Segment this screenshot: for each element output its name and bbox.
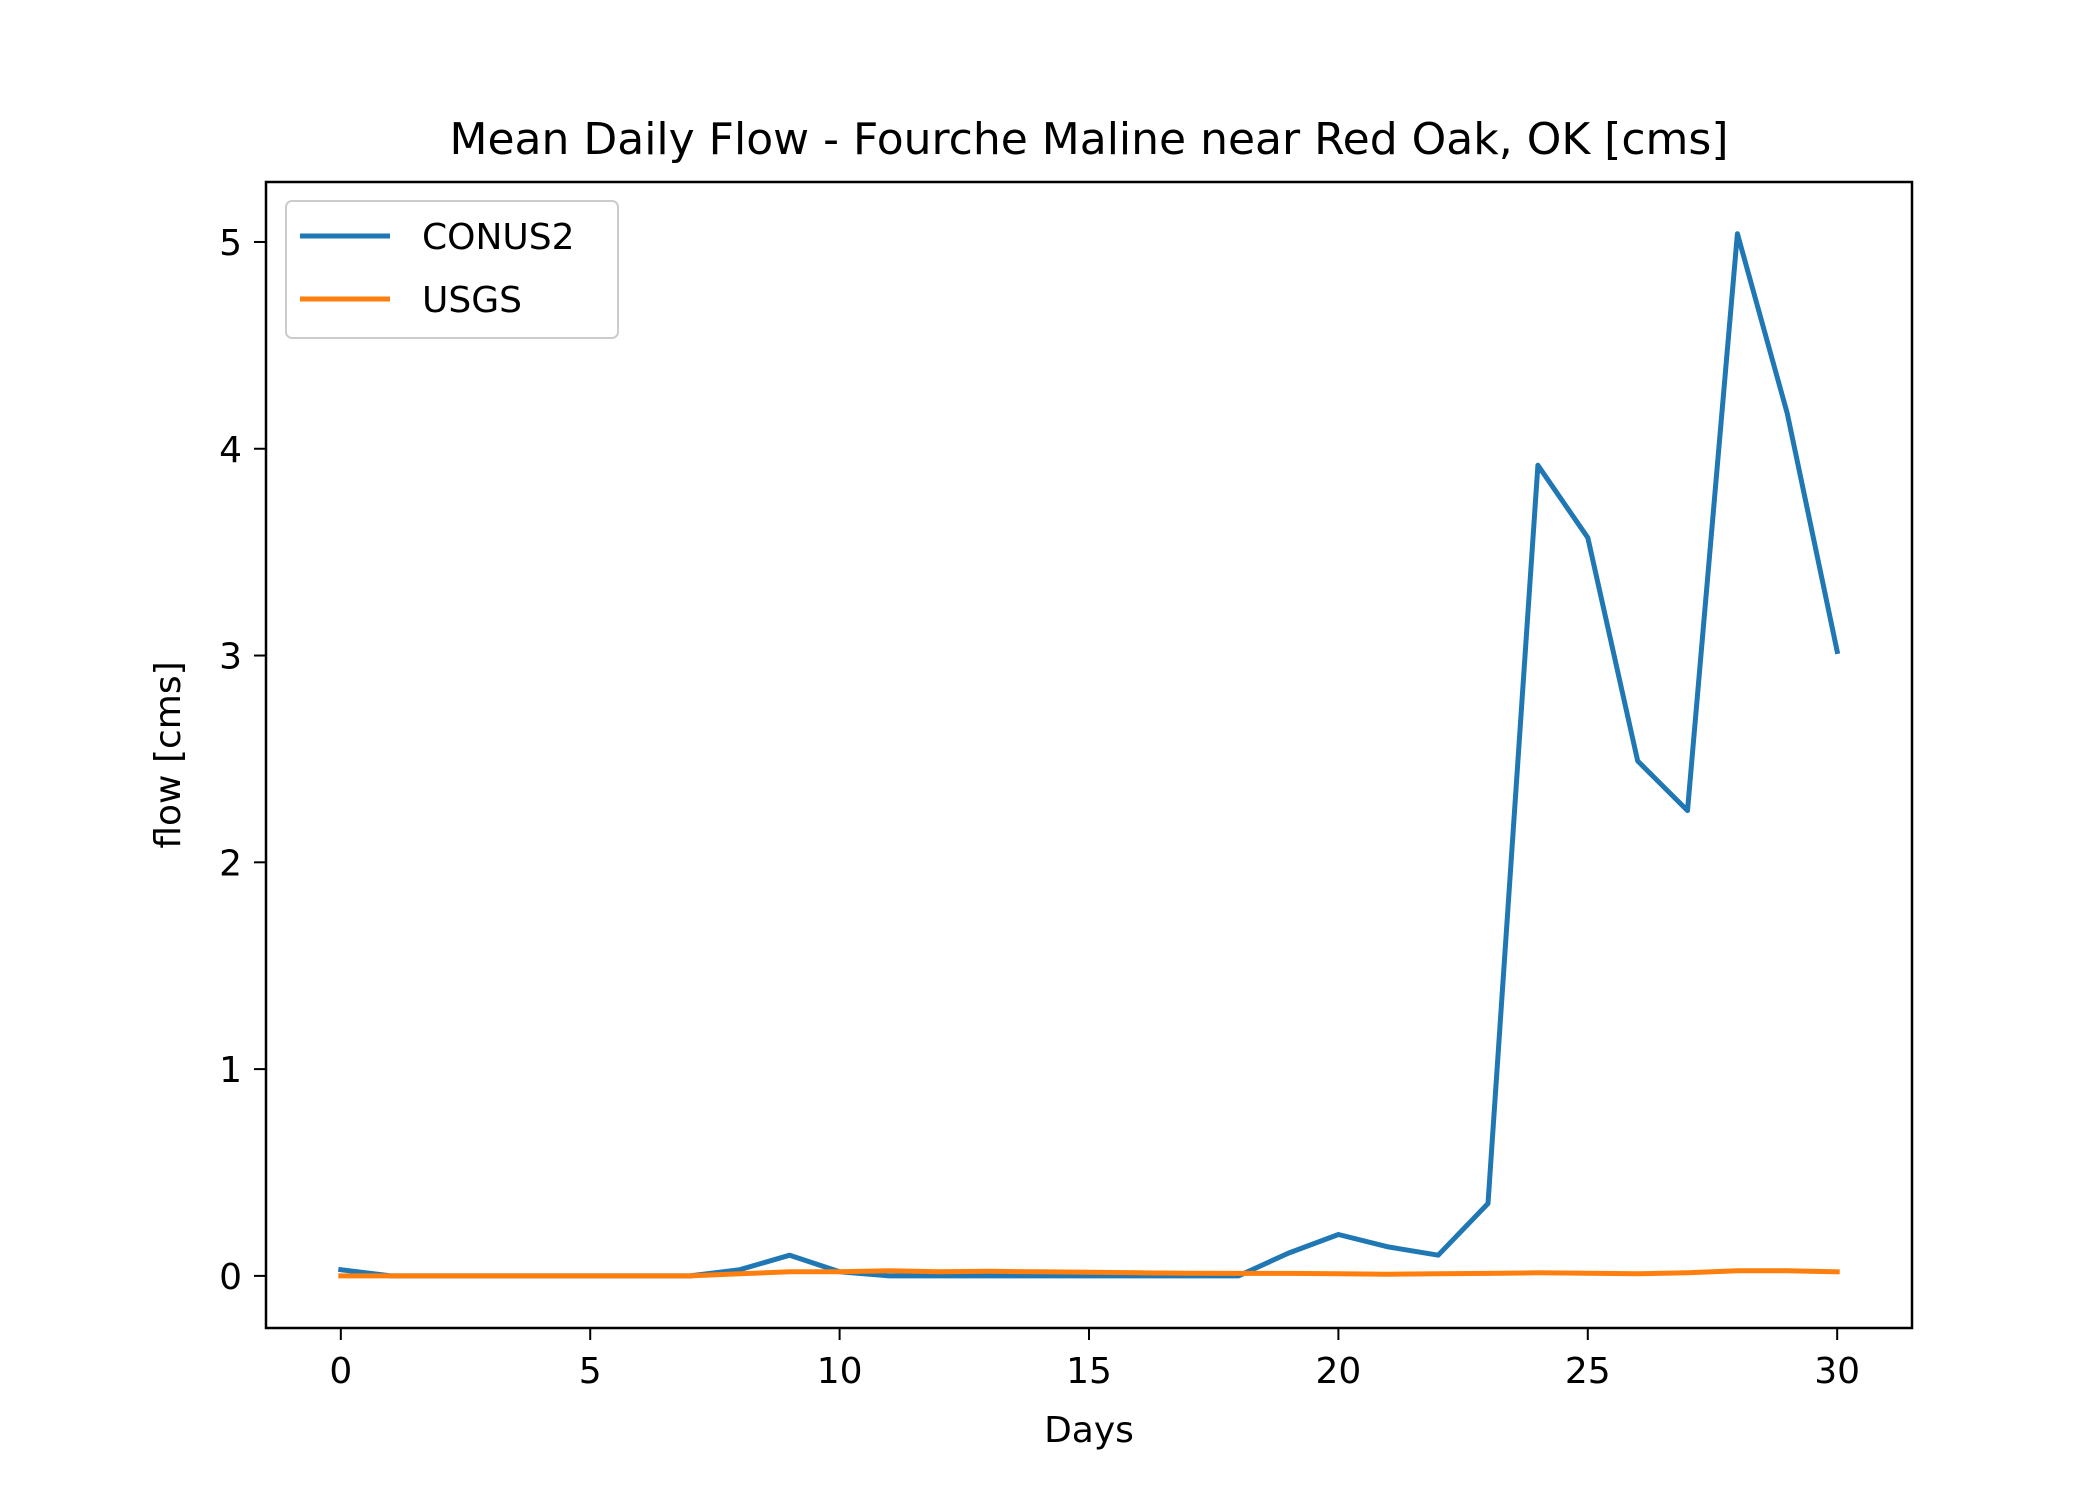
- axes-frame: [264, 180, 1914, 1330]
- series-line-conus2: [338, 231, 1841, 1279]
- legend: CONUS2 USGS: [285, 200, 619, 339]
- y-axis: 0 1 2 3 4 5: [219, 223, 266, 1298]
- series-line-usgs: [338, 1268, 1840, 1279]
- y-tick-label: 3: [219, 637, 242, 678]
- legend-label-usgs: USGS: [422, 280, 522, 321]
- y-axis-label: flow [cms]: [148, 661, 189, 848]
- x-axis: 0 5 10 15 20 25 30: [329, 1328, 1860, 1392]
- x-tick-label: 10: [817, 1351, 863, 1392]
- x-tick-label: 0: [329, 1351, 352, 1392]
- x-tick-label: 5: [579, 1351, 602, 1392]
- x-tick-label: 30: [1814, 1351, 1860, 1392]
- legend-label-conus2: CONUS2: [422, 217, 575, 258]
- chart-title: Mean Daily Flow - Fourche Maline near Re…: [449, 114, 1728, 165]
- y-tick-label: 4: [219, 430, 242, 471]
- y-tick-label: 1: [219, 1050, 242, 1091]
- y-tick-label: 5: [219, 223, 242, 264]
- x-tick-label: 20: [1315, 1351, 1361, 1392]
- y-tick-label: 2: [219, 843, 242, 884]
- x-tick-label: 15: [1066, 1351, 1112, 1392]
- plot-lines: [338, 231, 1841, 1279]
- y-tick-label: 0: [219, 1257, 242, 1298]
- x-axis-label: Days: [1044, 1410, 1134, 1451]
- x-tick-label: 25: [1565, 1351, 1611, 1392]
